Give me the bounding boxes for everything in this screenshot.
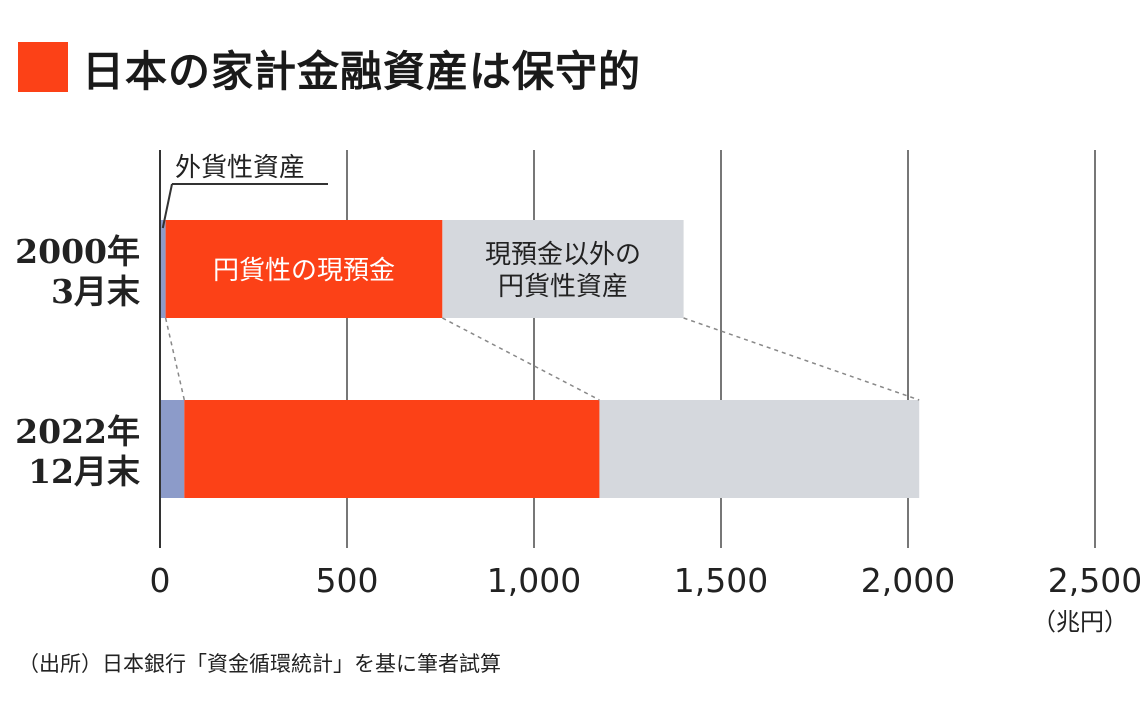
segment-label-1-line-0: 現預金以外の: [485, 240, 641, 270]
segment-label-0-line-0: 円貨性の現預金: [213, 256, 395, 286]
connector-line-1: [442, 317, 600, 401]
title-marker-square: [18, 42, 68, 92]
x-tick-label-0: 0: [150, 561, 171, 600]
source-note: （出所）日本銀行「資金循環統計」を基に筆者試算: [18, 652, 501, 676]
bar-0-segment-1: [165, 220, 443, 318]
x-tick-label-1500: 1,500: [674, 561, 768, 600]
bar-1-segment-2: [599, 400, 920, 498]
callout-label: 外貨性資産: [175, 153, 305, 183]
x-unit-label: （兆円）: [1032, 608, 1128, 636]
segment-label-1-line-1: 円貨性資産: [498, 272, 628, 302]
callout-leader-line: [161, 183, 173, 229]
category-label-1-line-1: 12月末: [28, 452, 140, 491]
connector-line-0: [164, 317, 186, 401]
x-tick-label-500: 500: [316, 561, 379, 600]
chart-title: 日本の家計金融資産は保守的: [82, 47, 642, 96]
bar-1-segment-0: [160, 400, 185, 498]
bar-0-segment-0: [160, 220, 166, 318]
category-label-0-line-0: 2000年: [15, 232, 140, 271]
x-tick-label-2000: 2,000: [861, 561, 955, 600]
bar-1-segment-1: [184, 400, 600, 498]
category-label-0-line-1: 3月末: [51, 272, 140, 311]
category-label-1-line-0: 2022年: [15, 412, 140, 451]
connector-line-2: [683, 317, 920, 401]
bar-0-segment-2: [442, 220, 684, 318]
x-tick-label-2500: 2,500: [1048, 561, 1140, 600]
title-marker-fill: [18, 42, 68, 92]
x-tick-label-1000: 1,000: [487, 561, 581, 600]
